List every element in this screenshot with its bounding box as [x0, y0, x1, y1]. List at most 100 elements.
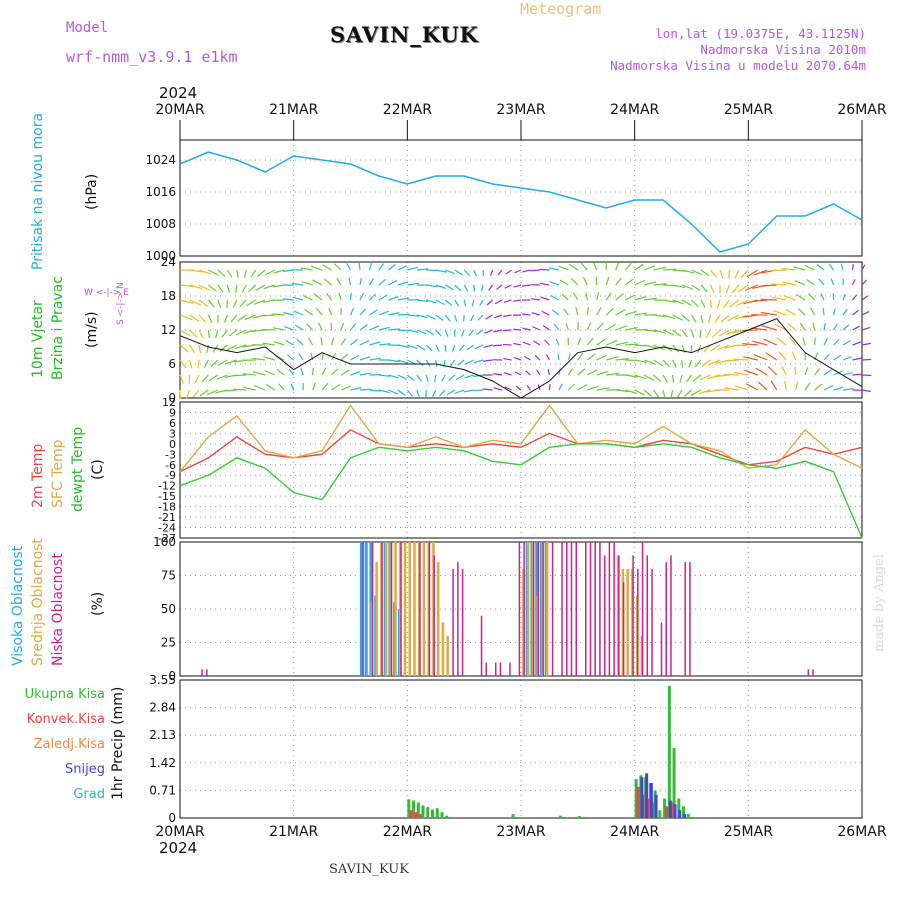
wind-barb [210, 359, 219, 368]
wind-barb [753, 269, 768, 276]
date-label-bottom: 22MAR [383, 824, 432, 840]
date-label-bottom: 21MAR [269, 824, 318, 840]
wind-barb [662, 374, 668, 383]
wind-barb [653, 314, 667, 318]
cloud-low-bar [371, 542, 374, 676]
wind-barb [179, 344, 189, 353]
cloud-ytick-label: 25 [161, 636, 176, 650]
wind-barb [484, 329, 493, 334]
wind-barb [300, 367, 304, 376]
wind-barb [851, 264, 854, 271]
cloud-low-bar [613, 542, 615, 676]
wind-barb [736, 299, 749, 307]
wind-barb [861, 389, 871, 393]
wind-barb [320, 337, 323, 346]
wind-barb [861, 358, 872, 361]
wind-barb [523, 341, 531, 346]
elevation-info: Nadmorska Visina 2010m [700, 42, 866, 57]
wind-barb [624, 294, 636, 301]
wind-barb [522, 269, 531, 273]
wind-barb [760, 311, 777, 316]
wind-barb [793, 266, 806, 271]
wind-barb [262, 314, 275, 317]
wind-barb [208, 284, 217, 292]
wind-barb [596, 338, 606, 346]
wind-barb [731, 284, 740, 294]
wind-barb [672, 344, 680, 353]
wind-barb [194, 374, 200, 384]
wind-barb [208, 374, 219, 382]
wind-barb [445, 269, 456, 275]
wind-barb [206, 344, 210, 354]
wind-barb [681, 284, 694, 290]
wind-barb [503, 372, 512, 376]
wind-barb [475, 329, 484, 336]
wind-barb [653, 344, 665, 351]
wind-barb [513, 284, 522, 288]
wind-barb [189, 284, 203, 290]
wind-barb [842, 371, 853, 376]
wind-barb [643, 359, 656, 365]
cloud-mid-bar [403, 542, 407, 676]
wind-barb [494, 299, 503, 305]
wind-barb [336, 277, 342, 286]
wind-barb [328, 307, 333, 316]
wind-barb [378, 326, 390, 331]
wind-barb [514, 371, 522, 376]
wind-barb [407, 314, 419, 317]
wind-barb [473, 359, 484, 364]
page-title: SAVIN_KUK [330, 22, 479, 47]
temperature-ytick-label: -27 [158, 532, 176, 545]
wind-barb [634, 312, 648, 316]
date-label-bottom: 23MAR [496, 824, 545, 840]
temperature-ytick-label: 6 [169, 417, 176, 430]
wind-barb [663, 268, 677, 271]
precip-ytick-label: 3.55 [149, 673, 176, 687]
cloud-low-bar [532, 542, 535, 676]
wind-barb [378, 343, 391, 346]
wind-barb [283, 312, 294, 316]
footer-station: SAVIN_KUK [329, 862, 409, 877]
wind-barb [725, 329, 740, 336]
wind-barb [446, 389, 456, 396]
wind-barb [701, 359, 711, 367]
precip-legend-frozen: Zaledj.Kisa [33, 737, 105, 752]
wind-barb [435, 314, 444, 321]
model-name: wrf-nmm_v3.9.1 e1km [66, 48, 238, 66]
precip-snow-bar [645, 773, 649, 818]
precip-ytick-label: 0 [168, 811, 176, 825]
wind-barb [416, 389, 420, 398]
wind-barb [369, 341, 381, 346]
wind-barb [318, 322, 323, 331]
wind-barb [715, 374, 730, 378]
cloud-low-bar [566, 542, 568, 676]
wind-barb [224, 389, 237, 392]
wind-barb [207, 299, 215, 308]
wind-barb [577, 368, 586, 376]
wind-barb [321, 367, 327, 376]
wind-barb [292, 296, 304, 301]
wind-barb [425, 329, 435, 336]
wind-barb [406, 374, 415, 382]
wind-barb [548, 384, 551, 391]
wind-barb [349, 308, 355, 316]
wind-barb [397, 297, 410, 301]
wind-barb [586, 307, 590, 316]
cloud-low-bar [665, 562, 667, 676]
cloud-low-bar [561, 542, 563, 676]
wind-barb [425, 374, 429, 383]
wind-barb [322, 264, 332, 271]
wind-barb [435, 359, 438, 368]
wind-barb [256, 269, 266, 277]
precip-total-bar [445, 815, 449, 818]
wind-barb [197, 359, 200, 369]
wind-barb [285, 339, 294, 346]
wind-barb [686, 374, 692, 383]
precip-total-bar [663, 798, 667, 818]
wind-barb [369, 357, 381, 361]
wind-barb [534, 354, 541, 361]
wind-barb [291, 282, 304, 286]
wind-barb [448, 374, 456, 382]
wind-barb [444, 284, 454, 291]
